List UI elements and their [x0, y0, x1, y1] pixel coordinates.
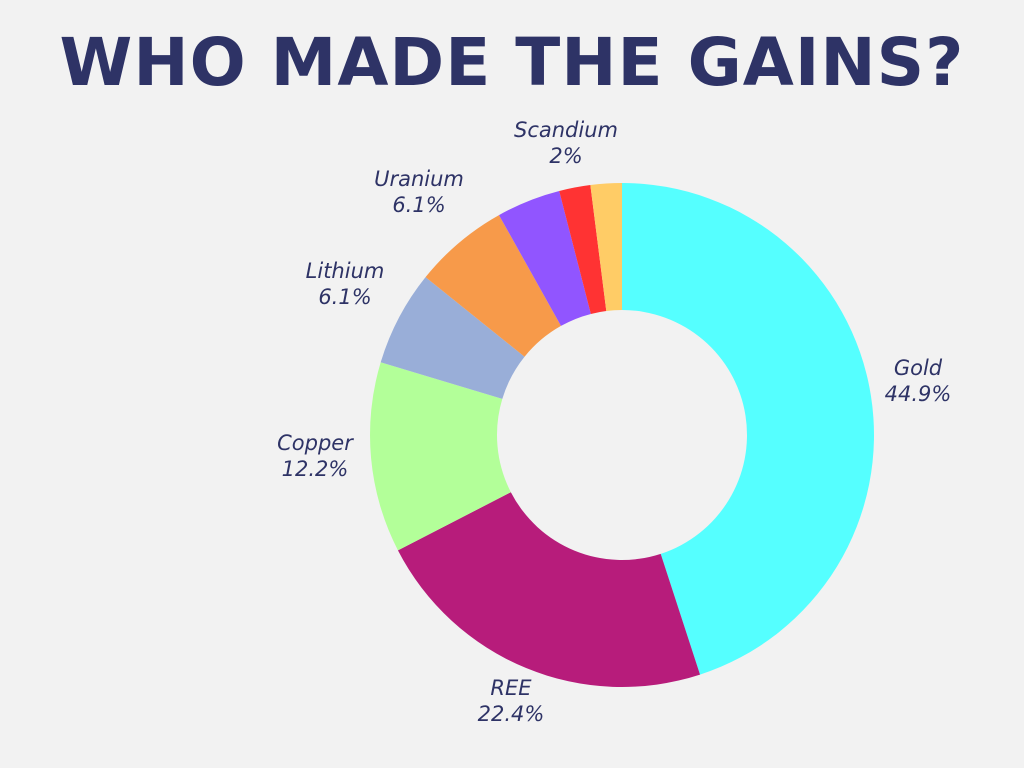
slice-label-gold: Gold 44.9% [885, 356, 952, 406]
slice-label-copper: Copper 12.2% [277, 431, 354, 481]
slice-copper [370, 362, 511, 551]
slice-gold [622, 183, 875, 675]
slice-unlabeled-5 [498, 190, 591, 326]
slice-uranium [425, 215, 561, 357]
slice-scandium [590, 183, 622, 311]
chart-title: WHO MADE THE GAINS? [59, 24, 965, 101]
slice-lithium [380, 277, 525, 399]
slice-label-scandium: Scandium 2% [514, 118, 618, 168]
slice-ree [397, 492, 701, 687]
slice-label-ree: REE 22.4% [478, 676, 545, 726]
slice-unlabeled-6 [559, 184, 607, 314]
slice-label-lithium: Lithium 6.1% [306, 259, 385, 309]
slice-label-uranium: Uranium 6.1% [374, 167, 464, 217]
